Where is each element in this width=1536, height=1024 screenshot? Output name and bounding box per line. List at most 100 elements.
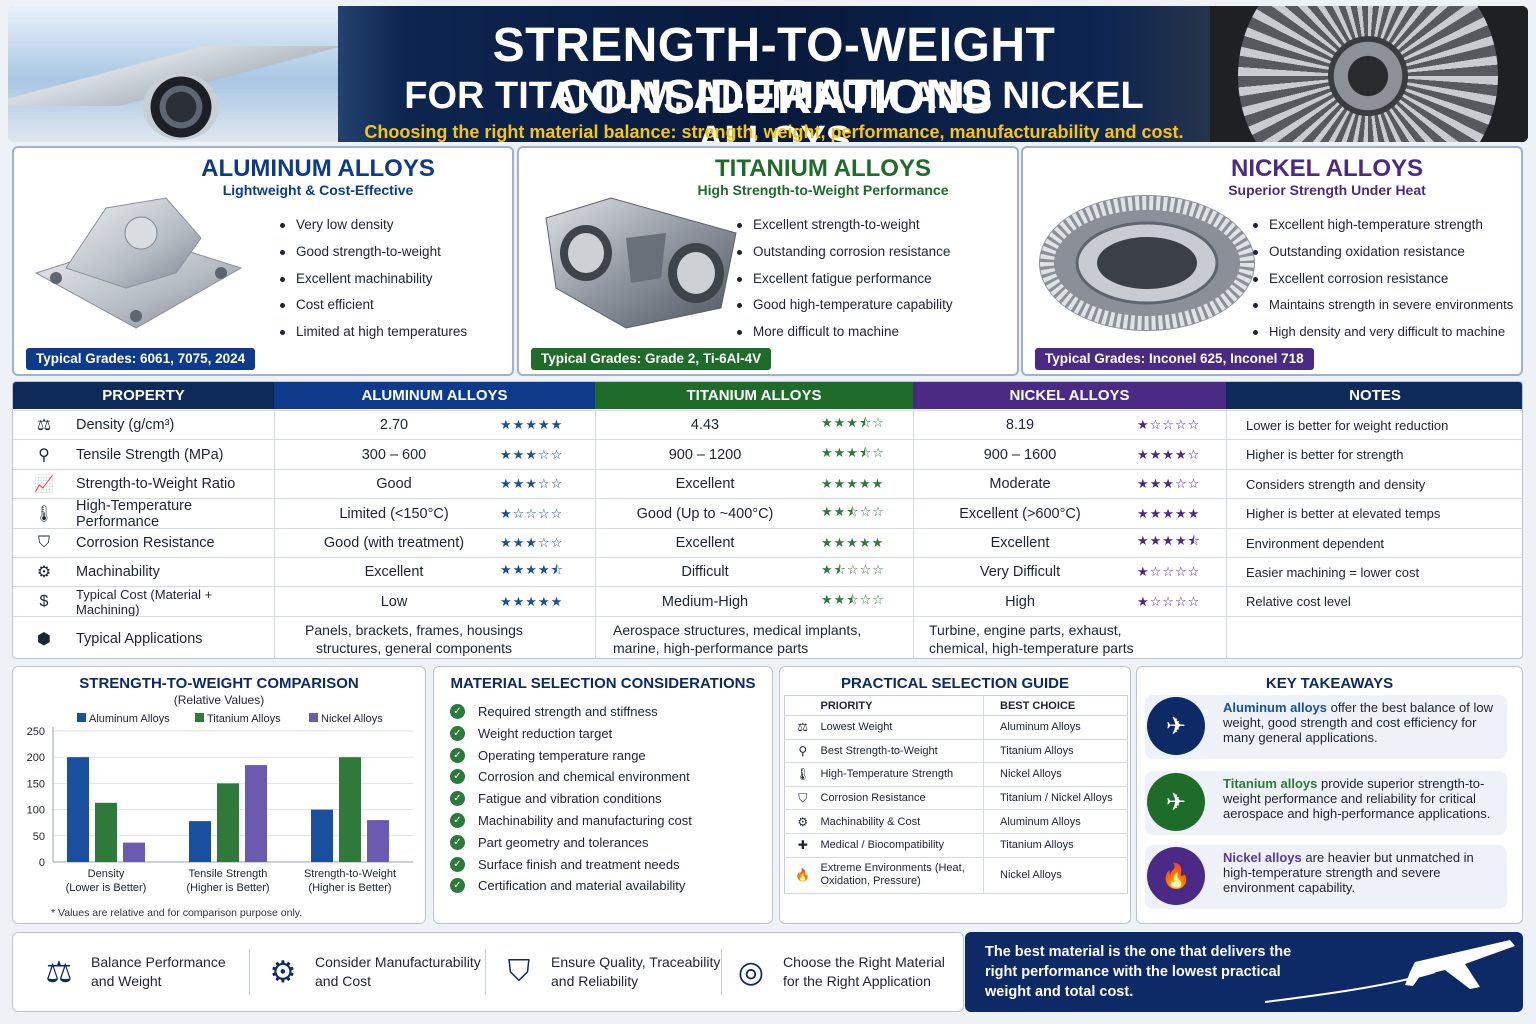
bar [67, 757, 89, 862]
takeaway-text: are heavier but unmatched in high-temper… [1223, 850, 1474, 896]
card-subtitle: High Strength-to-Weight Performance [697, 182, 949, 198]
guide-priority: Medical / Biocompatibility [820, 839, 945, 852]
titanium-card: TITANIUM ALLOYS High Strength-to-Weight … [517, 146, 1019, 376]
guide-choice: Nickel Alloys [983, 857, 1128, 894]
guide-row: 🌡 High-Temperature Strength Nickel Alloys [784, 762, 1128, 787]
nickel-value: Moderate [989, 476, 1051, 492]
aluminum-value: Low [380, 593, 408, 610]
footer-item-text: Balance Performance and Weight [91, 954, 226, 989]
y-tick-label: 200 [27, 752, 45, 764]
flame-icon: 🔥 [784, 857, 821, 894]
shield-check-icon: ⛉ [507, 955, 531, 988]
header-property: PROPERTY [13, 382, 274, 409]
card-bullets: Excellent strength-to-weight Outstanding… [733, 212, 953, 346]
property-label: Typical Cost (Material + Machining) [76, 586, 213, 617]
guide-priority: High-Temperature Strength [820, 768, 954, 781]
aluminum-value: Excellent [364, 564, 424, 580]
plane-icon: ✈ [1147, 773, 1205, 831]
guide-priority: Lowest Weight [820, 721, 893, 734]
header-notes: NOTES [1226, 382, 1522, 409]
table-row: 📈 Strength-to-Weight Ratio Good ★★★☆☆ Excell… [13, 469, 1522, 498]
aluminum-bracket-image [34, 197, 243, 329]
bullet-item: Good high-temperature capability [733, 292, 953, 319]
grades-badge: Typical Grades: Grade 2, Ti-6Al-4V [531, 348, 772, 370]
target-icon: ◎ [737, 955, 765, 989]
takeaway-text: provide superior strength-to-weight perf… [1223, 776, 1491, 822]
guide-row: ⛉ Corrosion Resistance Titanium / Nickel A… [784, 786, 1128, 811]
footer-item-quality: ⛉ Ensure Quality, Traceability and Relia… [497, 949, 727, 995]
guide-choice: Aluminum Alloys [983, 809, 1128, 834]
property-label: Machinability [76, 564, 160, 580]
titanium-value: Excellent [675, 476, 735, 492]
note-text: Higher is better at elevated temps [1246, 506, 1441, 521]
card-subtitle: Superior Strength Under Heat [1228, 182, 1426, 198]
check-icon: ✓ [450, 747, 465, 763]
check-icon: ✓ [450, 769, 465, 785]
bar [367, 820, 389, 862]
guide-choice: Titanium / Nickel Alloys [983, 786, 1128, 811]
titanium-value: Good (Up to ~400°C) [636, 505, 774, 522]
thermometer-icon: 🌡 [33, 505, 55, 523]
takeaway-item: ✈ Titanium alloys provide superior streng… [1145, 771, 1507, 835]
bullet-item: Excellent high-temperature strength [1249, 212, 1513, 239]
dollar-icon: $ [39, 592, 49, 610]
titanium-value: 900 – 1200 [668, 446, 742, 463]
scale-icon: ⚖ [36, 417, 52, 434]
nickel-value: Turbine, engine parts, exhaust, chemical… [929, 621, 1134, 656]
conclusion-banner: The best material is the one that delive… [965, 932, 1523, 1012]
note-text: Higher is better for strength [1246, 447, 1404, 462]
nickel-rating: ★★★★☆ [1137, 446, 1201, 462]
header-nickel: NICKEL ALLOYS [913, 382, 1226, 409]
consideration-item: ✓ Fatigue and vibration conditions [450, 788, 692, 810]
legend-label: Titanium Alloys [207, 713, 281, 725]
guide-priority: Machinability & Cost [820, 815, 921, 828]
consideration-item: ✓ Corrosion and chemical environment [450, 766, 692, 788]
nickel-value: Excellent (>600°C) [959, 505, 1081, 522]
table-row: $ Typical Cost (Material + Machining) Low ★… [13, 586, 1522, 617]
guide-row: ⚙ Machinability & Cost Aluminum Alloys [784, 809, 1128, 834]
airplane-icon [1264, 940, 1515, 1003]
page-subtitle: Choosing the right material balance: str… [364, 122, 1184, 142]
bar [189, 821, 211, 862]
nickel-card: NICKEL ALLOYS Superior Strength Under He… [1021, 146, 1523, 376]
cube-icon: ⬢ [37, 630, 51, 648]
check-icon: ✓ [450, 791, 465, 807]
titanium-value: Excellent [675, 535, 735, 551]
shield-icon: ⛉ [37, 534, 50, 551]
titanium-rating: ★★★★★ [821, 476, 885, 491]
titanium-rating: ★★★★★ [821, 535, 885, 550]
legend-swatch [309, 713, 318, 722]
takeaway-highlight: Aluminum alloys [1223, 700, 1328, 715]
bullet-item: High density and very difficult to machi… [1249, 319, 1513, 346]
bar [339, 757, 361, 862]
legend-swatch [195, 713, 204, 722]
considerations-list: ✓ Required strength and stiffness ✓ Weight … [450, 701, 692, 897]
takeaway-highlight: Titanium alloys [1223, 776, 1318, 791]
aluminum-value: 2.70 [379, 417, 409, 433]
guide-col-choice: BEST CHOICE [983, 695, 1128, 716]
titanium-rating: ★★★⯪☆ [821, 415, 885, 430]
bar [311, 809, 333, 862]
chart-footnote: * Values are relative and for comparison… [51, 907, 303, 919]
gear-icon: ⚙ [269, 955, 297, 989]
check-icon: ✓ [450, 856, 465, 872]
header-aluminum: ALUMINUM ALLOYS [274, 382, 595, 409]
bullet-item: Excellent machinability [276, 266, 467, 293]
category-label: Strength-to-Weight [304, 868, 396, 880]
legend-swatch [77, 713, 86, 722]
legend-label: Aluminum Alloys [89, 713, 170, 725]
takeaway-highlight: Nickel alloys [1223, 850, 1302, 865]
aluminum-value: Good [376, 476, 412, 492]
bullet-item: Good strength-to-weight [276, 239, 467, 266]
bullet-item: More difficult to machine [733, 319, 953, 346]
titanium-part-image [545, 197, 737, 329]
aluminum-rating: ★★★☆☆ [500, 476, 564, 491]
bar [95, 802, 117, 862]
note-text: Considers strength and density [1246, 476, 1426, 492]
footer-principles: ⚖ Balance Performance and Weight ⚙ Consi… [12, 932, 964, 1012]
nickel-value: Excellent [990, 535, 1050, 551]
footer-item-text: Ensure Quality, Traceability and Reliabi… [551, 954, 721, 989]
nickel-value: Very Difficult [979, 564, 1061, 580]
bullet-item: Very low density [276, 212, 467, 239]
nickel-value: 900 – 1600 [983, 446, 1057, 463]
